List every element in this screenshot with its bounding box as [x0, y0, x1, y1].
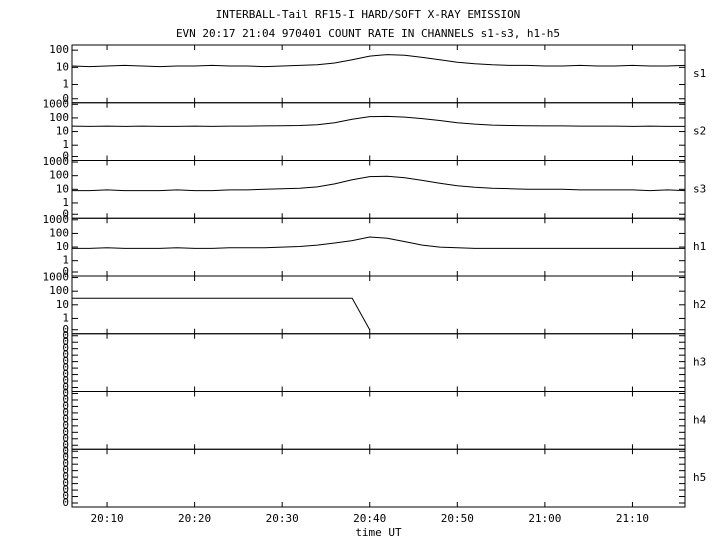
y-tick-label: 0 [62, 393, 69, 406]
y-tick-label: 0 [62, 432, 69, 445]
y-tick-label: 0 [62, 323, 69, 336]
panel-frame [71, 160, 686, 219]
y-tick-label: 100 [49, 43, 69, 56]
y-tick-label: 0 [62, 490, 69, 503]
panel-label: s3 [693, 182, 706, 195]
y-tick-label: 0 [62, 361, 69, 374]
y-tick-label: 1000 [43, 97, 70, 110]
line [71, 115, 685, 127]
y-tick-label: 1 [62, 254, 69, 267]
y-tick-label: 100 [49, 226, 69, 239]
y-tick-label: 0 [62, 342, 69, 355]
y-tick-label: 0 [62, 464, 69, 477]
line [72, 236, 685, 249]
y-tick-label: 0 [62, 419, 69, 432]
y-tick-label: 100 [49, 111, 69, 124]
x-tick-label: 20:30 [266, 512, 299, 525]
y-tick-label: 1000 [43, 213, 70, 226]
panel-label: h5 [693, 471, 706, 484]
x-tick-label: 21:00 [528, 512, 561, 525]
y-tick-label: 100 [49, 284, 69, 297]
y-tick-label: 0 [62, 412, 69, 425]
y-tick-label: 0 [62, 438, 69, 451]
panel-label: h4 [693, 413, 707, 426]
y-tick-label: 0 [62, 329, 69, 342]
y-tick-label: 0 [62, 150, 69, 163]
y-tick-label: 1000 [43, 155, 70, 168]
y-tick-label: 10 [56, 182, 69, 195]
panel-frame [71, 217, 686, 277]
x-tick-label: 20:20 [178, 512, 211, 525]
y-tick-label: 1000 [43, 271, 70, 284]
y-tick-label: 1 [62, 311, 69, 324]
y-tick-label: 0 [62, 335, 69, 348]
chart-subtitle: EVN 20:17 21:04 970401 COUNT RATE IN CHA… [176, 27, 560, 40]
y-tick-label: 10 [56, 298, 69, 311]
panel-frame [71, 448, 686, 508]
panel-label: h3 [693, 356, 706, 369]
panel-frame [71, 44, 686, 104]
y-tick-label: 10 [56, 60, 69, 73]
y-tick-label: 0 [62, 355, 69, 368]
y-tick-label: 0 [62, 348, 69, 361]
y-tick-label: 0 [62, 207, 69, 220]
x-tick-label: 21:10 [616, 512, 649, 525]
chart-title: INTERBALL-Tail RF15-I HARD/SOFT X-RAY EM… [216, 8, 521, 21]
y-tick-label: 0 [62, 368, 69, 381]
y-tick-label: 0 [62, 374, 69, 387]
y-tick-label: 0 [62, 444, 69, 457]
line [72, 175, 686, 192]
y-tick-label: 0 [62, 265, 69, 278]
x-tick-label: 20:50 [441, 512, 474, 525]
panel-label: h1 [693, 240, 706, 253]
panel-frame [71, 333, 686, 392]
y-tick-label: 0 [62, 399, 69, 412]
panel-frame [71, 275, 686, 335]
y-tick-label: 10 [56, 240, 69, 253]
y-tick-label: 100 [49, 169, 69, 182]
y-tick-label: 0 [62, 483, 69, 496]
panel-frame [71, 102, 686, 161]
y-tick-label: 0 [62, 470, 69, 483]
panel-label: s1 [693, 67, 706, 80]
x-axis-label: time UT [355, 526, 402, 539]
y-tick-label: 0 [62, 477, 69, 490]
y-tick-label: 0 [62, 496, 69, 509]
y-tick-label: 0 [62, 92, 69, 105]
panel-frame [71, 391, 686, 450]
y-tick-label: 0 [62, 387, 69, 400]
y-tick-label: 0 [62, 406, 69, 419]
panel-label: s2 [693, 125, 706, 138]
y-tick-label: 0 [62, 451, 69, 464]
line [71, 54, 686, 68]
x-tick-label: 20:10 [90, 512, 123, 525]
y-tick-label: 0 [62, 457, 69, 470]
x-tick-label: 20:40 [353, 512, 386, 525]
panel-label: h2 [693, 298, 706, 311]
y-tick-label: 1 [62, 138, 69, 151]
y-tick-label: 0 [62, 425, 69, 438]
y-tick-label: 1 [62, 196, 69, 209]
y-tick-label: 1 [62, 78, 69, 91]
line [72, 297, 371, 331]
y-tick-label: 0 [62, 381, 69, 394]
y-tick-label: 10 [56, 125, 69, 138]
